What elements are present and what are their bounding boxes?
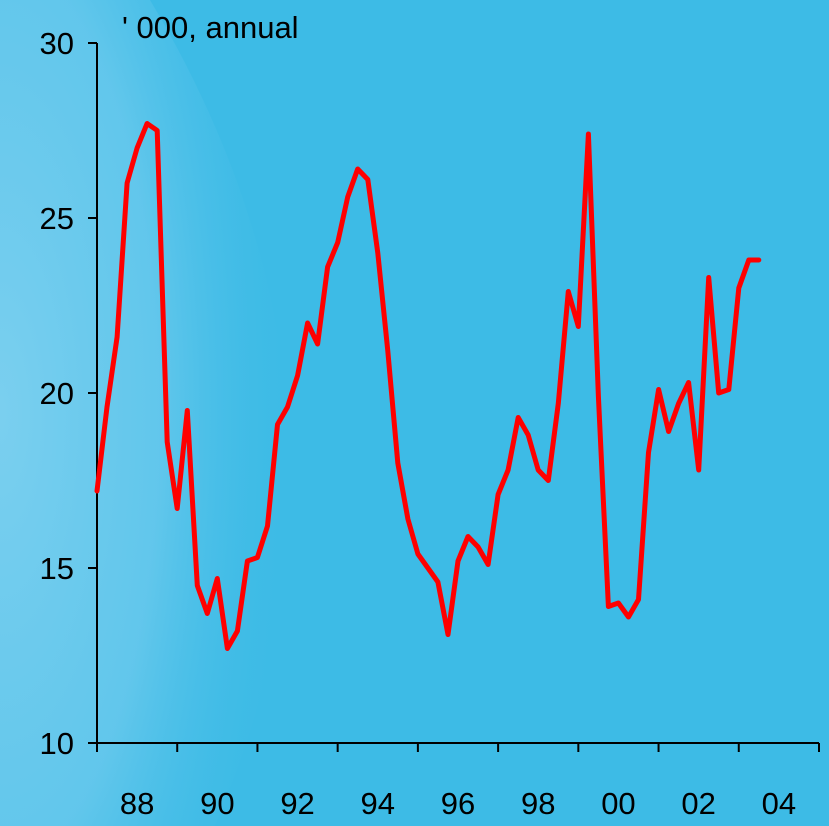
y-tick-label: 15 — [40, 551, 74, 586]
x-tick-label: 00 — [601, 786, 635, 821]
y-tick-label: 20 — [40, 376, 74, 411]
y-tick-label: 25 — [40, 201, 74, 236]
x-tick-label: 92 — [280, 786, 314, 821]
x-tick-label: 96 — [441, 786, 475, 821]
x-tick-label: 98 — [521, 786, 555, 821]
x-tick-label: 88 — [120, 786, 154, 821]
series-line — [94, 121, 762, 651]
y-tick-label: 10 — [40, 726, 74, 761]
ticks: 10 15 20 25 30 88 90 92 94 96 98 00 02 04 — [40, 26, 820, 821]
unit-label: ' 000, annual — [122, 10, 299, 45]
x-tick-label: 02 — [681, 786, 715, 821]
x-tick-label: 04 — [762, 786, 796, 821]
background-swoosh — [0, 0, 292, 826]
x-tick-label: 94 — [361, 786, 395, 821]
x-tick-label: 90 — [200, 786, 234, 821]
plot-area — [94, 121, 762, 651]
y-tick-label: 30 — [40, 26, 74, 61]
